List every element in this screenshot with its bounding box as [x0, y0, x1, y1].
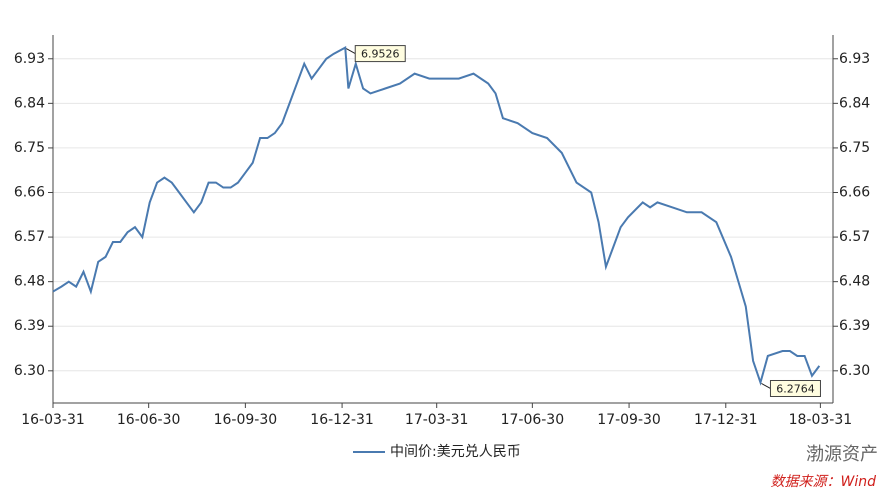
x-tick-label: 17-09-30: [597, 412, 661, 428]
line: [52, 45, 821, 386]
x-tick-label: 16-12-31: [310, 412, 374, 428]
x-tick-label: 16-06-30: [117, 412, 181, 428]
y-tick-label: 6.66: [14, 185, 45, 201]
annotation-box: [354, 45, 406, 63]
y2-tick-label: 6.66: [839, 185, 870, 201]
annotation-arrow: [761, 383, 771, 389]
y2-tick-label: 6.39: [839, 318, 870, 334]
y-tick-label: 6.57: [14, 229, 45, 245]
y-tick-label: 6.30: [14, 363, 45, 379]
y2-tick-label: 6.93: [839, 51, 870, 67]
x-tick-label: 17-12-31: [694, 412, 758, 428]
y2-tick-label: 6.84: [839, 95, 870, 111]
x-tick-label: 16-03-31: [21, 412, 85, 428]
y-tick-label: 6.75: [14, 140, 45, 156]
y-tick-label: 6.84: [14, 95, 45, 111]
y2-tick-label: 6.75: [839, 140, 870, 156]
y2-tick-label: 6.30: [839, 363, 870, 379]
annotation-label: 6.2764: [776, 382, 815, 395]
annotation-box: [769, 379, 821, 397]
annotation-label: 6.9526: [361, 48, 400, 61]
x-tick-label: 17-06-30: [501, 412, 565, 428]
legend-label: 中间价:美元兑人民币: [390, 444, 521, 460]
y-tick-label: 6.39: [14, 318, 45, 334]
x-tick-label: 18-03-31: [789, 412, 853, 428]
annotation-arrow: [345, 48, 356, 55]
watermark: 渤源资产: [806, 444, 878, 465]
y2-tick-label: 6.48: [839, 274, 870, 290]
y-tick-label: 6.93: [14, 51, 45, 67]
x-tick-label: 17-03-31: [405, 412, 469, 428]
y-tick-label: 6.48: [14, 274, 45, 290]
source: 数据来源：Wind: [771, 474, 877, 490]
x-tick-label: 16-09-30: [214, 412, 278, 428]
y2-tick-label: 6.57: [839, 229, 870, 245]
